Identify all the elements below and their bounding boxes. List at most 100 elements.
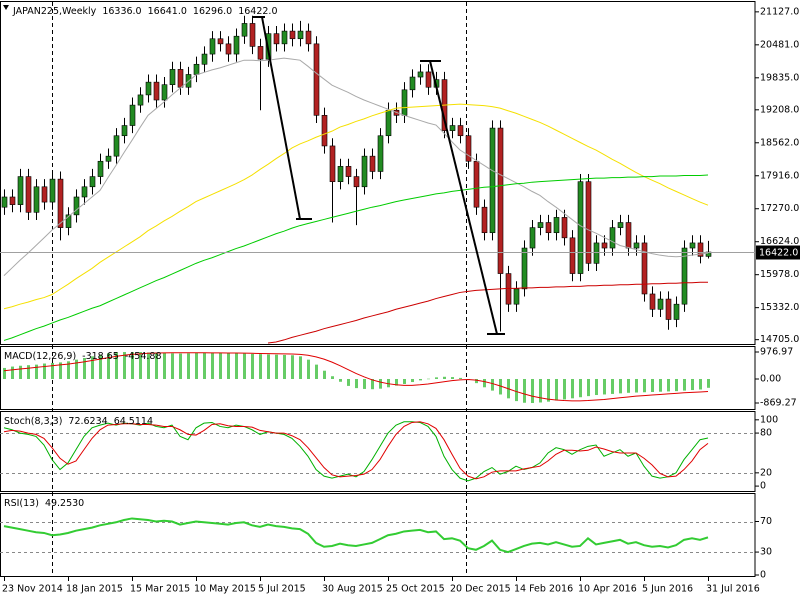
collapse-icon	[3, 5, 9, 10]
y-tick-label: 80	[760, 428, 772, 439]
candle-body	[17, 176, 24, 205]
candle-body	[145, 81, 152, 96]
histogram-bar	[499, 378, 502, 395]
histogram-bar	[547, 378, 550, 402]
histogram-bar	[19, 365, 22, 379]
histogram-bar	[459, 377, 462, 379]
histogram-bar	[83, 357, 86, 379]
histogram-bar	[99, 354, 102, 379]
y-tick-label: 19208.0	[760, 104, 799, 115]
histogram-bar	[75, 359, 78, 379]
candle-body	[321, 115, 328, 147]
candle-body	[665, 298, 672, 320]
candle-body	[257, 46, 264, 60]
histogram-bar	[203, 352, 206, 379]
candle-body	[313, 43, 320, 116]
histogram-bar	[651, 378, 654, 392]
candle-body	[425, 71, 432, 88]
y-tick-label: 20	[760, 467, 772, 478]
candle-body	[33, 186, 40, 213]
histogram-bar	[363, 378, 366, 389]
y-tick-label: 70	[760, 516, 772, 527]
candle-body	[113, 135, 120, 157]
histogram-bar	[451, 377, 454, 379]
histogram-bar	[163, 353, 166, 379]
histogram-bar	[563, 378, 566, 400]
histogram-bar	[347, 378, 350, 386]
candle-body	[153, 81, 160, 101]
panel-header: MACD(12,26,9) -318.65 -454.88	[4, 351, 162, 362]
candle-body	[329, 145, 336, 182]
trend-line	[429, 60, 498, 335]
candle-body	[217, 38, 224, 45]
candle-body	[89, 176, 96, 188]
candle-body	[121, 125, 128, 137]
candle-body	[481, 206, 488, 234]
histogram-bar	[107, 353, 110, 379]
candle-body	[465, 135, 472, 162]
histogram-bar	[243, 353, 246, 379]
candle-body	[369, 155, 376, 172]
trend-lines	[252, 16, 505, 335]
histogram-bar	[395, 378, 398, 386]
x-tick-label: 18 Jan 2015	[66, 584, 123, 595]
histogram-bar	[123, 352, 126, 379]
candle-body	[9, 196, 16, 205]
histogram-bar	[227, 353, 230, 379]
candle-body	[545, 222, 552, 234]
candle-body	[689, 242, 696, 249]
panel-title: JAPAN225,Weekly	[12, 6, 97, 17]
histogram-bar	[339, 378, 342, 382]
candle-body	[617, 222, 624, 228]
histogram-bar	[355, 378, 358, 389]
histogram-bar	[27, 365, 30, 379]
histogram-bar	[379, 378, 382, 389]
x-tick-label: 20 Dec 2015	[450, 584, 511, 595]
candle-body	[353, 176, 360, 188]
candle-body	[385, 109, 392, 137]
candle-body	[561, 217, 568, 239]
candle-body	[289, 30, 296, 40]
panel-frame	[0, 493, 756, 577]
candle-body	[649, 293, 656, 310]
x-tick-label: 10 Apr 2016	[578, 584, 637, 595]
candle-body	[241, 23, 248, 37]
candle-body	[521, 247, 528, 290]
histogram-bar	[539, 378, 542, 403]
histogram-bar	[59, 362, 62, 379]
histogram-bar	[419, 378, 422, 381]
histogram-bar	[139, 352, 142, 379]
histogram-bar	[307, 359, 310, 379]
histogram-bar	[235, 353, 238, 379]
candle-body	[337, 166, 344, 182]
histogram-bar	[323, 370, 326, 379]
candle-body	[345, 166, 352, 177]
histogram-bar	[523, 378, 526, 403]
x-tick-label: 25 Oct 2015	[386, 584, 445, 595]
histogram-bar	[155, 352, 158, 379]
histogram-bar	[675, 378, 678, 392]
candle-body	[673, 303, 680, 320]
histogram-bar	[611, 378, 614, 394]
candle-body	[137, 94, 144, 106]
candle-body	[625, 222, 632, 249]
candle-body	[225, 43, 232, 55]
candle-body	[513, 288, 520, 305]
histogram-bar	[555, 378, 558, 401]
candle-body	[497, 127, 504, 274]
x-tick-label: 10 May 2015	[194, 584, 256, 595]
histogram-bar	[267, 354, 270, 379]
candle-body	[273, 33, 280, 45]
x-tick-label: 30 Aug 2015	[322, 584, 383, 595]
histogram-bar	[659, 378, 662, 392]
histogram-bar	[331, 376, 334, 379]
histogram-bar	[667, 378, 670, 392]
y-tick-label: 19835.0	[760, 72, 799, 83]
candle-body	[473, 160, 480, 208]
header-value: 16641.0	[148, 6, 187, 17]
candle-body	[193, 63, 200, 75]
candle-body	[417, 71, 424, 78]
histogram-bar	[299, 356, 302, 379]
